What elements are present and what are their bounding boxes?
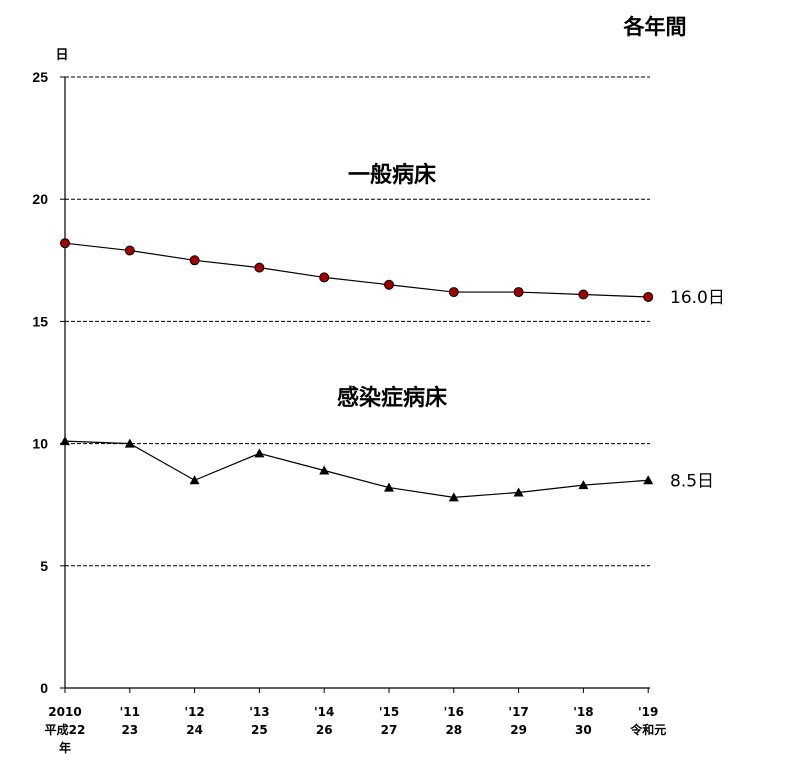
series-end-label-0: 16.0日 (670, 288, 725, 308)
x-tick-label-2: '12 (184, 705, 204, 719)
series-0-point-6 (448, 287, 459, 298)
axes (60, 76, 650, 693)
series-1-point-7 (513, 487, 524, 497)
x-tick-sublabel-3: 25 (251, 723, 268, 737)
x-tick-sublabel-2: 24 (186, 723, 203, 737)
x-tick-sublabel-0: 平成22 (45, 722, 86, 737)
gridlines (65, 76, 650, 567)
series-line-1 (64, 440, 649, 498)
y-tick-label-0: 0 (40, 680, 48, 696)
x-tick-sublabel2-0: 年 (59, 740, 71, 755)
period-label: 各年間 (623, 15, 687, 39)
x-tick-label-5: '15 (379, 705, 399, 719)
y-tick-label-15: 15 (32, 313, 48, 329)
series-lines (64, 242, 649, 498)
series-0-point-9 (643, 291, 654, 302)
series-0-point-5 (384, 279, 394, 290)
series-0-point-4 (319, 272, 330, 283)
x-tick-label-0: 2010 (48, 705, 81, 719)
series-1-point-3 (254, 448, 265, 458)
series-1-point-9 (643, 475, 654, 485)
series-1-point-6 (448, 492, 459, 502)
series-0-point-7 (513, 287, 524, 298)
series-0-point-1 (124, 245, 135, 256)
series-1-point-2 (189, 475, 200, 485)
series-1-point-5 (384, 482, 394, 492)
x-tick-sublabel-4: 26 (316, 723, 333, 737)
x-tick-label-1: '11 (120, 705, 140, 719)
series-1-point-1 (124, 438, 135, 448)
y-tick-label-25: 25 (32, 69, 48, 85)
y-tick-labels: 0 5 10 15 20 25 (32, 69, 48, 696)
series-end-label-1: 8.5日 (670, 471, 714, 491)
series-0-point-3 (254, 262, 265, 273)
x-tick-sublabel-7: 29 (510, 723, 527, 737)
x-tick-label-3: '13 (249, 705, 269, 719)
y-unit-label: 日 (55, 48, 68, 63)
x-tick-sublabel-6: 28 (445, 723, 462, 737)
x-tick-sublabel-1: 23 (121, 723, 138, 737)
series-0-point-8 (578, 289, 589, 300)
series-line-0 (64, 242, 649, 298)
series-0-point-0 (60, 238, 70, 249)
x-tick-label-4: '14 (314, 705, 334, 719)
series-name-label-0: 一般病床 (348, 162, 437, 188)
y-tick-label-10: 10 (32, 436, 48, 452)
x-tick-sublabel-9: 令和元 (629, 722, 666, 737)
x-tick-label-9: '19 (638, 705, 658, 719)
x-tick-sublabel-5: 27 (381, 723, 398, 737)
series-0-point-2 (189, 255, 200, 266)
series-1-point-0 (60, 436, 70, 446)
series-name-label-1: 感染症病床 (337, 385, 448, 411)
x-tick-sublabel-8: 30 (575, 723, 592, 737)
series-1-point-4 (319, 465, 330, 475)
series-1-point-8 (578, 480, 589, 490)
x-tick-label-7: '17 (508, 705, 528, 719)
x-tick-label-6: '16 (444, 705, 464, 719)
y-tick-label-5: 5 (40, 558, 48, 574)
y-tick-label-20: 20 (32, 191, 48, 207)
x-tick-label-8: '18 (573, 705, 593, 719)
x-tick-labels: 2010 平成22 年 '11 23 '12 24 '13 25 '14 26 '15 27 '16 28 '… (45, 705, 667, 755)
series-markers (60, 238, 654, 502)
